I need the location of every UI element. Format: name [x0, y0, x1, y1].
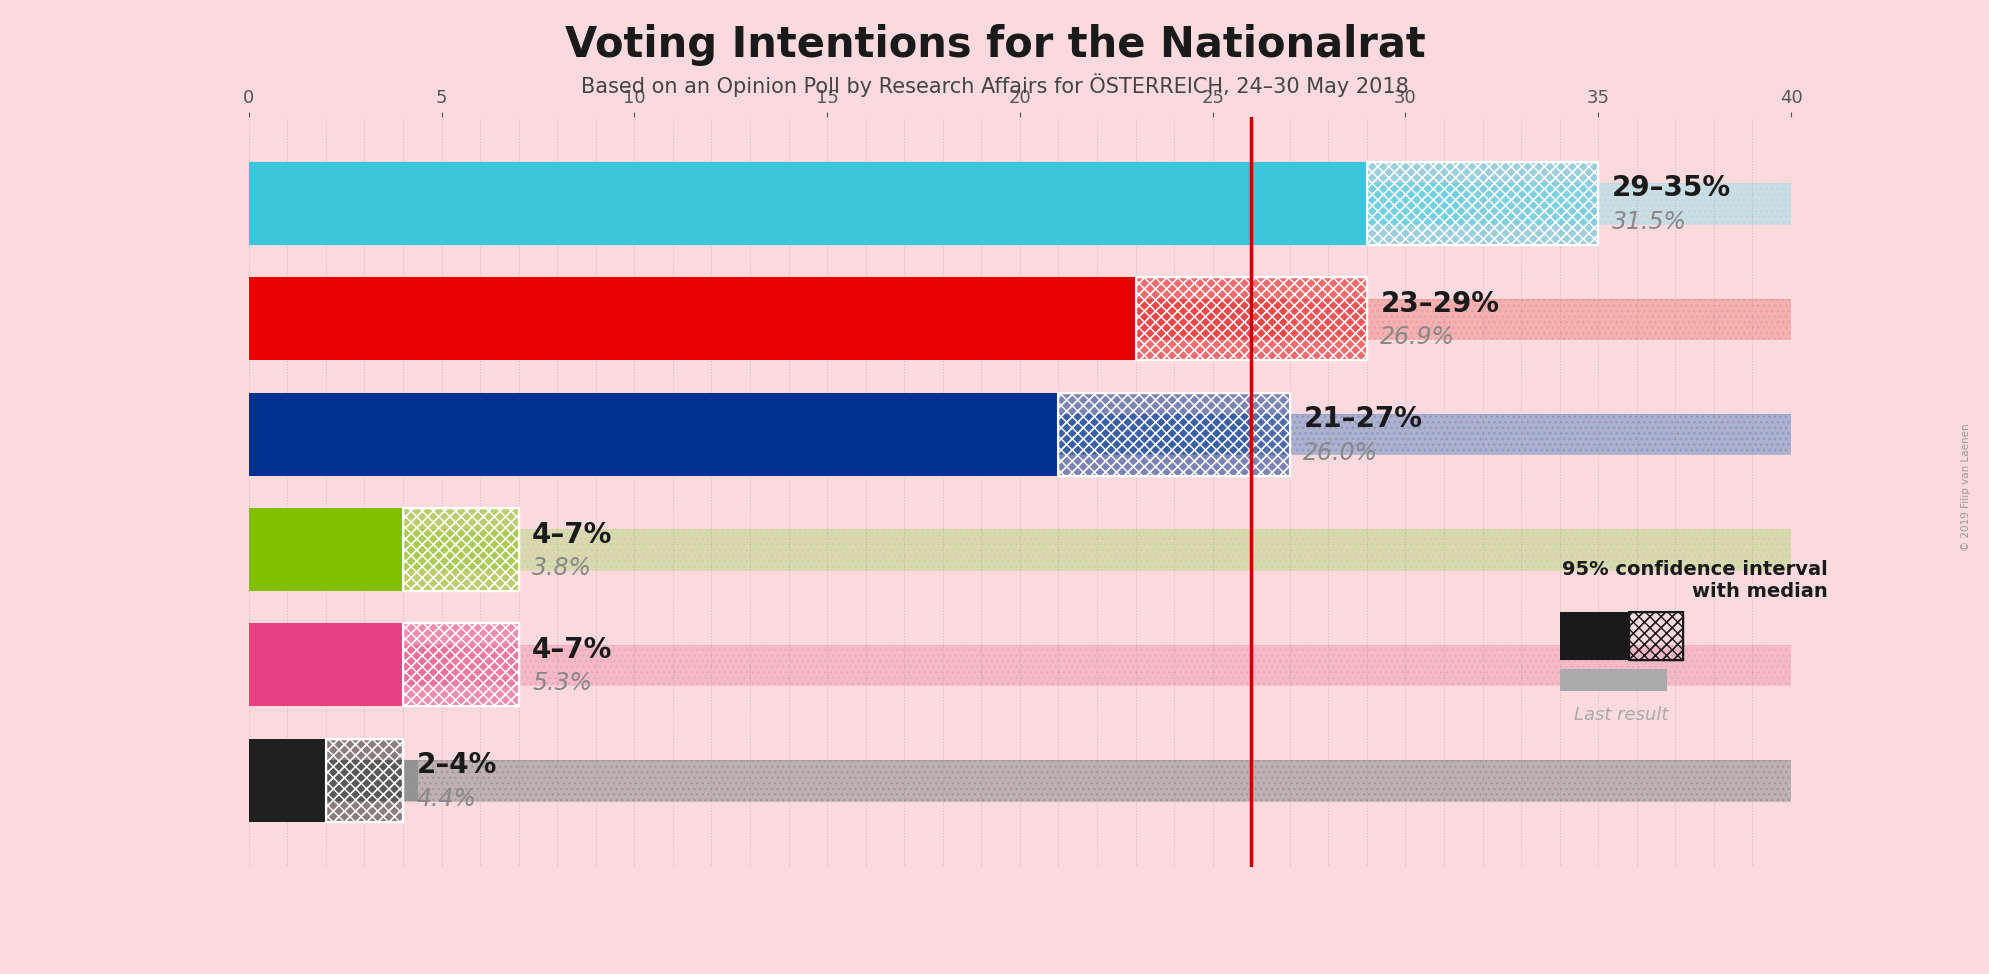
Bar	[249, 645, 1790, 685]
Text: 23–29%: 23–29%	[1380, 290, 1498, 318]
Text: 31.5%: 31.5%	[1611, 209, 1687, 234]
Bar	[1559, 669, 1667, 691]
Text: 5.3%: 5.3%	[531, 671, 593, 695]
Text: © 2019 Filip van Laenen: © 2019 Filip van Laenen	[1959, 423, 1971, 551]
Bar	[1058, 393, 1289, 475]
Bar	[249, 530, 396, 570]
Text: 2–4%: 2–4%	[416, 751, 497, 779]
Bar	[1058, 393, 1289, 475]
Bar	[249, 414, 1251, 454]
Text: 95% confidence interval
with median: 95% confidence interval with median	[1561, 560, 1826, 602]
Text: 21–27%: 21–27%	[1303, 405, 1422, 433]
Bar	[249, 760, 1790, 801]
Bar	[249, 530, 1790, 570]
Bar	[402, 508, 519, 591]
Bar	[249, 393, 1058, 475]
Text: 26.0%: 26.0%	[1303, 440, 1378, 465]
Bar	[402, 508, 519, 591]
Bar	[1136, 278, 1366, 360]
Text: 26.9%: 26.9%	[1380, 325, 1454, 350]
Bar	[249, 623, 402, 706]
Text: Last result: Last result	[1573, 705, 1667, 724]
Bar	[249, 162, 1366, 244]
Bar	[402, 623, 519, 706]
Bar	[326, 739, 402, 822]
Bar	[1629, 612, 1683, 660]
Bar	[1366, 162, 1597, 244]
Bar	[249, 299, 1285, 339]
Bar	[249, 760, 418, 801]
Bar	[402, 623, 519, 706]
Bar	[402, 508, 519, 591]
Bar	[249, 299, 1790, 339]
Text: 29–35%: 29–35%	[1611, 174, 1730, 203]
Text: 3.8%: 3.8%	[531, 556, 593, 581]
Bar	[249, 278, 1136, 360]
Bar	[402, 623, 519, 706]
Bar	[326, 739, 402, 822]
Text: Voting Intentions for the Nationalrat: Voting Intentions for the Nationalrat	[565, 24, 1424, 66]
Bar	[1559, 612, 1629, 660]
Text: Based on an Opinion Poll by Research Affairs for ÖSTERREICH, 24–30 May 2018: Based on an Opinion Poll by Research Aff…	[581, 73, 1408, 96]
Bar	[1136, 278, 1366, 360]
Bar	[249, 760, 1790, 801]
Bar	[1366, 162, 1597, 244]
Bar	[249, 645, 453, 685]
Bar	[249, 183, 1462, 224]
Bar	[1629, 612, 1683, 660]
Bar	[249, 414, 1790, 454]
Bar	[1366, 162, 1597, 244]
Bar	[249, 645, 1790, 685]
Bar	[249, 508, 402, 591]
Bar	[1058, 393, 1289, 475]
Bar	[249, 183, 1790, 224]
Text: 4.4%: 4.4%	[416, 787, 475, 810]
Bar	[1136, 278, 1366, 360]
Bar	[249, 530, 1790, 570]
Bar	[249, 414, 1790, 454]
Text: 4–7%: 4–7%	[531, 520, 613, 548]
Bar	[249, 299, 1790, 339]
Bar	[326, 739, 402, 822]
Text: 4–7%: 4–7%	[531, 636, 613, 664]
Bar	[249, 183, 1790, 224]
Bar	[249, 739, 326, 822]
